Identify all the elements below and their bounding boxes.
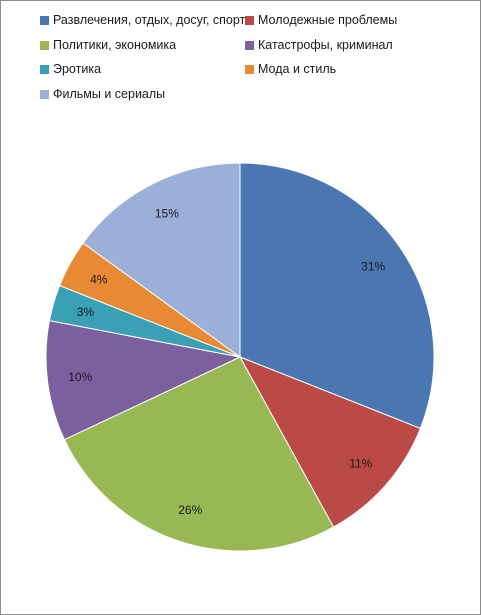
- pie-slice-youth: [238, 356, 422, 528]
- legend-label: Молодежные проблемы: [258, 13, 398, 27]
- data-label-erotica: 3%: [77, 305, 95, 319]
- data-label-politics: 26%: [178, 503, 202, 517]
- data-label-youth: 11%: [349, 456, 372, 470]
- legend-label: Эротика: [53, 62, 102, 76]
- legend-item-fashion: Мода и стиль: [245, 62, 336, 76]
- legend-swatch: [245, 40, 254, 50]
- legend-swatch: [40, 15, 49, 25]
- pie-slice-films: [82, 162, 241, 358]
- legend-item-politics: Политики, экономика: [40, 38, 176, 52]
- data-label-entertainment: 31%: [361, 259, 385, 273]
- legend-label: Политики, экономика: [53, 38, 177, 52]
- legend-item-erotica: Эротика: [40, 62, 101, 76]
- legend-item-entertainment: Развлечения, отдых, досуг, спорт: [40, 13, 245, 27]
- legend-swatch: [245, 64, 254, 74]
- legend-label: Мода и стиль: [258, 62, 337, 76]
- legend-item-films: Фильмы и сериалы: [40, 87, 165, 101]
- legend-swatch: [40, 40, 49, 50]
- pie-slice-disasters: [45, 320, 242, 441]
- legend-item-youth: Молодежные проблемы: [245, 13, 397, 27]
- data-label-films: 15%: [155, 207, 179, 221]
- legend-label: Фильмы и сериалы: [53, 87, 166, 101]
- legend-item-disasters: Катастрофы, криминал: [245, 38, 393, 52]
- legend-swatch: [40, 64, 49, 74]
- data-label-fashion: 4%: [90, 272, 108, 286]
- pie-slice-politics: [63, 356, 335, 552]
- legend-label: Катастрофы, криминал: [258, 38, 393, 52]
- data-label-disasters: 10%: [68, 370, 92, 384]
- legend-swatch: [245, 15, 254, 25]
- legend-label: Развлечения, отдых, досуг, спорт: [53, 13, 246, 27]
- legend-swatch: [40, 89, 49, 99]
- pie-slice-entertainment: [239, 162, 435, 430]
